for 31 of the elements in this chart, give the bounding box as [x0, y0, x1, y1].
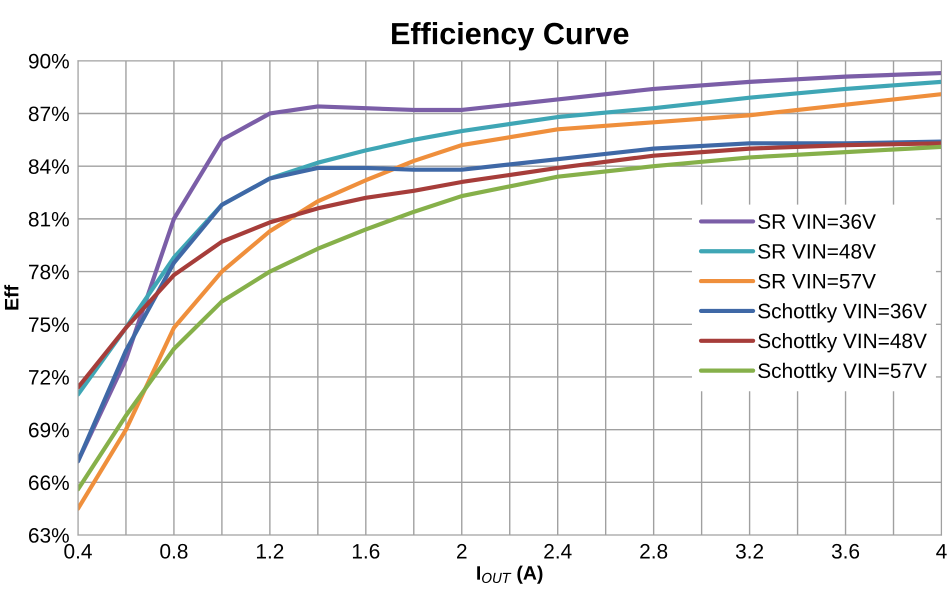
legend-label: Schottky VIN=48V	[758, 332, 927, 352]
x-tick-label: 0.8	[160, 544, 188, 559]
chart-title: Efficiency Curve	[392, 22, 628, 50]
legend-label: SR VIN=48V	[758, 244, 876, 259]
x-tick-label: 2.4	[544, 544, 572, 558]
y-tick-label: 69%	[29, 422, 69, 438]
legend-label: Schottky VIN=57V	[758, 362, 927, 382]
x-tick-label: 3.6	[832, 544, 860, 559]
line-series	[78, 92, 942, 511]
x-tick-label: 2.8	[640, 544, 668, 559]
y-tick-label: 90%	[28, 54, 69, 69]
legend-label: SR VIN=36V	[758, 214, 876, 229]
y-tick-label: 87%	[28, 106, 69, 122]
x-tick-label: 0.4	[64, 544, 92, 559]
x-tick-label: 4	[936, 544, 947, 558]
y-tick-label: 72%	[29, 370, 69, 385]
legend-label: Schottky VIN=36V	[758, 303, 927, 323]
x-tick-label: 1.6	[352, 544, 380, 559]
legend-label: SR VIN=57V	[758, 274, 876, 289]
x-axis-title: I$_{OUT}$ (A)	[477, 566, 542, 584]
y-axis-title: Eff	[4, 284, 18, 310]
x-tick-label: 1.2	[256, 544, 284, 558]
x-tick-label: 2	[457, 544, 467, 558]
y-tick-label: 84%	[28, 159, 69, 174]
y-tick-label: 63%	[29, 528, 69, 543]
line-series	[78, 141, 942, 390]
x-tick-label: 3.2	[736, 544, 764, 559]
y-tick-label: 81%	[28, 212, 69, 227]
y-tick-label: 66%	[29, 475, 69, 490]
y-tick-label: 75%	[29, 317, 69, 332]
y-tick-label: 78%	[29, 264, 69, 280]
